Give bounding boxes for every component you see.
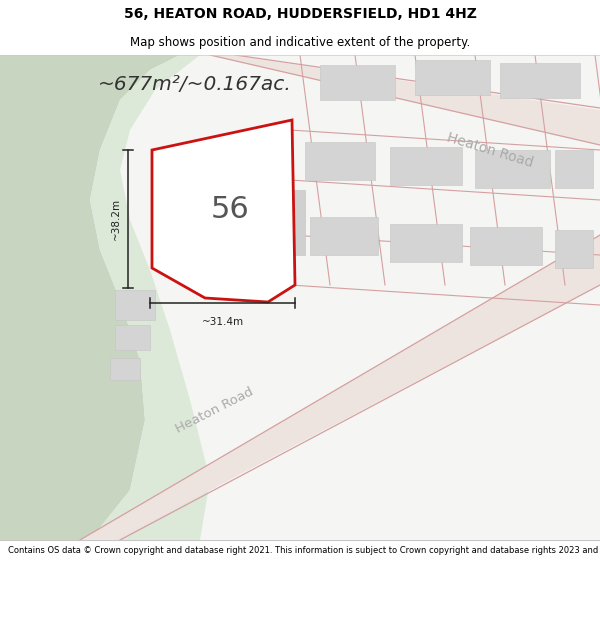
Text: Heaton Road: Heaton Road bbox=[445, 130, 535, 170]
Polygon shape bbox=[152, 120, 295, 302]
Polygon shape bbox=[0, 55, 600, 540]
Polygon shape bbox=[0, 55, 180, 540]
Text: ~677m²/~0.167ac.: ~677m²/~0.167ac. bbox=[98, 76, 292, 94]
Bar bbox=[390, 147, 462, 185]
Bar bbox=[110, 358, 140, 380]
Bar bbox=[320, 65, 395, 100]
Bar bbox=[555, 230, 593, 268]
Bar bbox=[500, 63, 580, 98]
Bar bbox=[475, 150, 550, 188]
Bar bbox=[215, 190, 305, 255]
Bar bbox=[555, 150, 593, 188]
Text: ~31.4m: ~31.4m bbox=[202, 317, 244, 327]
Polygon shape bbox=[80, 235, 600, 540]
Text: 56: 56 bbox=[211, 196, 250, 224]
Text: 56, HEATON ROAD, HUDDERSFIELD, HD1 4HZ: 56, HEATON ROAD, HUDDERSFIELD, HD1 4HZ bbox=[124, 7, 476, 21]
Bar bbox=[415, 60, 490, 95]
Polygon shape bbox=[210, 55, 600, 145]
Bar bbox=[115, 325, 150, 350]
Polygon shape bbox=[100, 245, 600, 540]
Text: Map shows position and indicative extent of the property.: Map shows position and indicative extent… bbox=[130, 36, 470, 49]
Bar bbox=[390, 224, 462, 262]
Bar bbox=[310, 217, 378, 255]
Text: Contains OS data © Crown copyright and database right 2021. This information is : Contains OS data © Crown copyright and d… bbox=[8, 546, 600, 555]
Bar bbox=[305, 142, 375, 180]
Bar bbox=[115, 290, 155, 320]
Text: Heaton Road: Heaton Road bbox=[174, 385, 256, 435]
Polygon shape bbox=[90, 55, 210, 540]
Bar bbox=[470, 227, 542, 265]
Text: ~38.2m: ~38.2m bbox=[111, 198, 121, 240]
